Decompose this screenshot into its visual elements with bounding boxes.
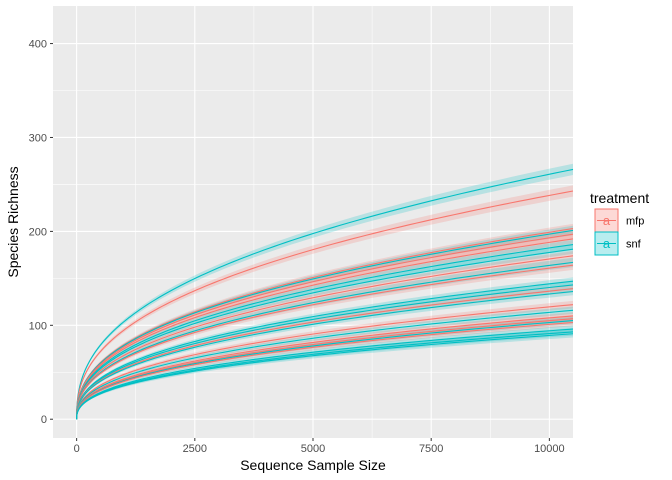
curve-mfp [76, 264, 574, 420]
major-gridlines [53, 6, 573, 438]
x-axis-title: Sequence Sample Size [240, 457, 386, 473]
ribbon-mfp [76, 260, 573, 420]
curve-mfp [76, 255, 574, 420]
ribbon-mfp [76, 234, 573, 420]
y-axis-title: Species Richness [5, 166, 21, 277]
curve-snf [76, 309, 574, 420]
x-tick-label: 0 [74, 443, 80, 455]
curve-mfp [76, 304, 574, 420]
x-tick-label: 2500 [183, 443, 207, 455]
legend-key-snf: a snf [594, 231, 642, 256]
legend-key-snf-glyph: a [603, 236, 611, 251]
x-tick-label: 5000 [301, 443, 325, 455]
legend-key-mfp-glyph: a [603, 213, 611, 228]
ribbon-snf [76, 244, 573, 420]
legend-label-snf: snf [626, 239, 642, 251]
curve-mfp [76, 238, 574, 420]
y-tick-label: 300 [29, 132, 47, 144]
rarefaction-curves [76, 168, 574, 420]
curve-snf [76, 168, 574, 420]
y-tick-label: 0 [41, 414, 47, 426]
curve-snf [76, 243, 574, 420]
y-tick-label: 100 [29, 320, 47, 332]
ribbon-mfp [76, 185, 573, 420]
ribbon-snf [76, 287, 573, 420]
legend-label-mfp: mfp [626, 216, 644, 228]
ribbon-mfp [76, 318, 573, 420]
ribbon-mfp [76, 300, 573, 420]
legend: treatment a mfp a snf [590, 190, 649, 256]
curve-mfp [76, 321, 574, 420]
ribbon-snf [76, 306, 573, 420]
x-tick-label: 10000 [534, 443, 565, 455]
ribbon-mfp [76, 251, 573, 420]
y-axis: 0 100 200 300 400 [29, 39, 53, 426]
curve-snf [76, 248, 574, 420]
x-axis: 0 2500 5000 7500 10000 [74, 438, 565, 455]
legend-key-mfp: a mfp [594, 208, 644, 233]
y-tick-label: 200 [29, 226, 47, 238]
x-tick-label: 7500 [419, 443, 443, 455]
legend-title: treatment [590, 190, 649, 206]
y-tick-label: 400 [29, 39, 47, 51]
curve-mfp [76, 190, 574, 420]
curve-snf [76, 333, 574, 420]
curve-snf [76, 290, 574, 420]
